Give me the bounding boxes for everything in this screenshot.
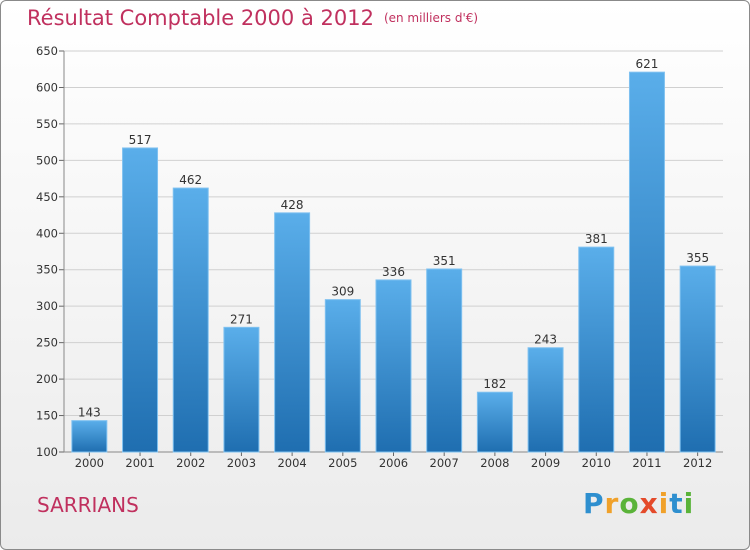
data-label: 243: [534, 333, 557, 347]
y-tick-label: 250: [36, 336, 58, 350]
x-tick-label: 2012: [683, 456, 712, 470]
data-label: 182: [483, 377, 506, 391]
bar: [426, 268, 463, 453]
x-tick-label: 2007: [430, 456, 459, 470]
y-tick-label: 300: [36, 299, 58, 313]
bar: [375, 279, 412, 453]
chart-title-text: Résultat Comptable 2000 à 2012: [27, 6, 374, 30]
chart-title: Résultat Comptable 2000 à 2012 (en millie…: [27, 6, 478, 30]
x-tick-label: 2011: [632, 456, 661, 470]
y-tick-label: 350: [36, 263, 58, 277]
bar: [527, 347, 564, 453]
y-tick-label: 200: [36, 372, 58, 386]
x-tick-label: 2001: [125, 456, 154, 470]
x-tick-label: 2009: [531, 456, 560, 470]
x-tick-label: 2004: [277, 456, 306, 470]
bar: [476, 391, 513, 453]
bar: [71, 420, 108, 453]
x-tick-label: 2006: [379, 456, 408, 470]
commune-name: SARRIANS: [37, 493, 139, 517]
data-label: 351: [433, 254, 456, 268]
data-label: 381: [585, 232, 608, 246]
data-label: 462: [179, 173, 202, 187]
y-tick-label: 400: [36, 226, 58, 240]
chart-subtitle: (en milliers d'€): [383, 11, 479, 25]
y-tick-label: 150: [36, 409, 58, 423]
data-label: 621: [636, 57, 659, 71]
y-tick-label: 550: [36, 117, 58, 131]
bar: [324, 299, 361, 453]
data-label: 271: [230, 312, 253, 326]
bar-layer: [71, 71, 716, 453]
y-tick-label: 600: [36, 80, 58, 94]
y-tick-label: 450: [36, 190, 58, 204]
x-tick-label: 2010: [582, 456, 611, 470]
x-tick-label: 2003: [227, 456, 256, 470]
x-tick-label: 2008: [480, 456, 509, 470]
label-layer: 2000 143 2001 517 2002 462 2003 271 2004 428 2005 3…: [75, 57, 713, 470]
bar: [628, 71, 665, 453]
data-label: 336: [382, 265, 405, 279]
y-tick-label: 500: [36, 153, 58, 167]
y-tick-label: 650: [36, 44, 58, 58]
bar: [172, 187, 209, 453]
x-tick-label: 2000: [75, 456, 104, 470]
data-label: 355: [686, 251, 709, 265]
data-label: 517: [129, 133, 152, 147]
x-tick-label: 2002: [176, 456, 205, 470]
bar: [122, 147, 159, 453]
bar: [578, 246, 615, 453]
data-label: 309: [331, 285, 354, 299]
bar: [223, 326, 260, 453]
data-label: 428: [281, 198, 304, 212]
bar: [679, 265, 716, 453]
y-tick-label: 100: [36, 445, 58, 459]
bar: [274, 212, 311, 453]
x-tick-label: 2005: [328, 456, 357, 470]
data-label: 143: [78, 406, 101, 420]
proxiti-logo[interactable]: Proxiti: [583, 487, 695, 520]
